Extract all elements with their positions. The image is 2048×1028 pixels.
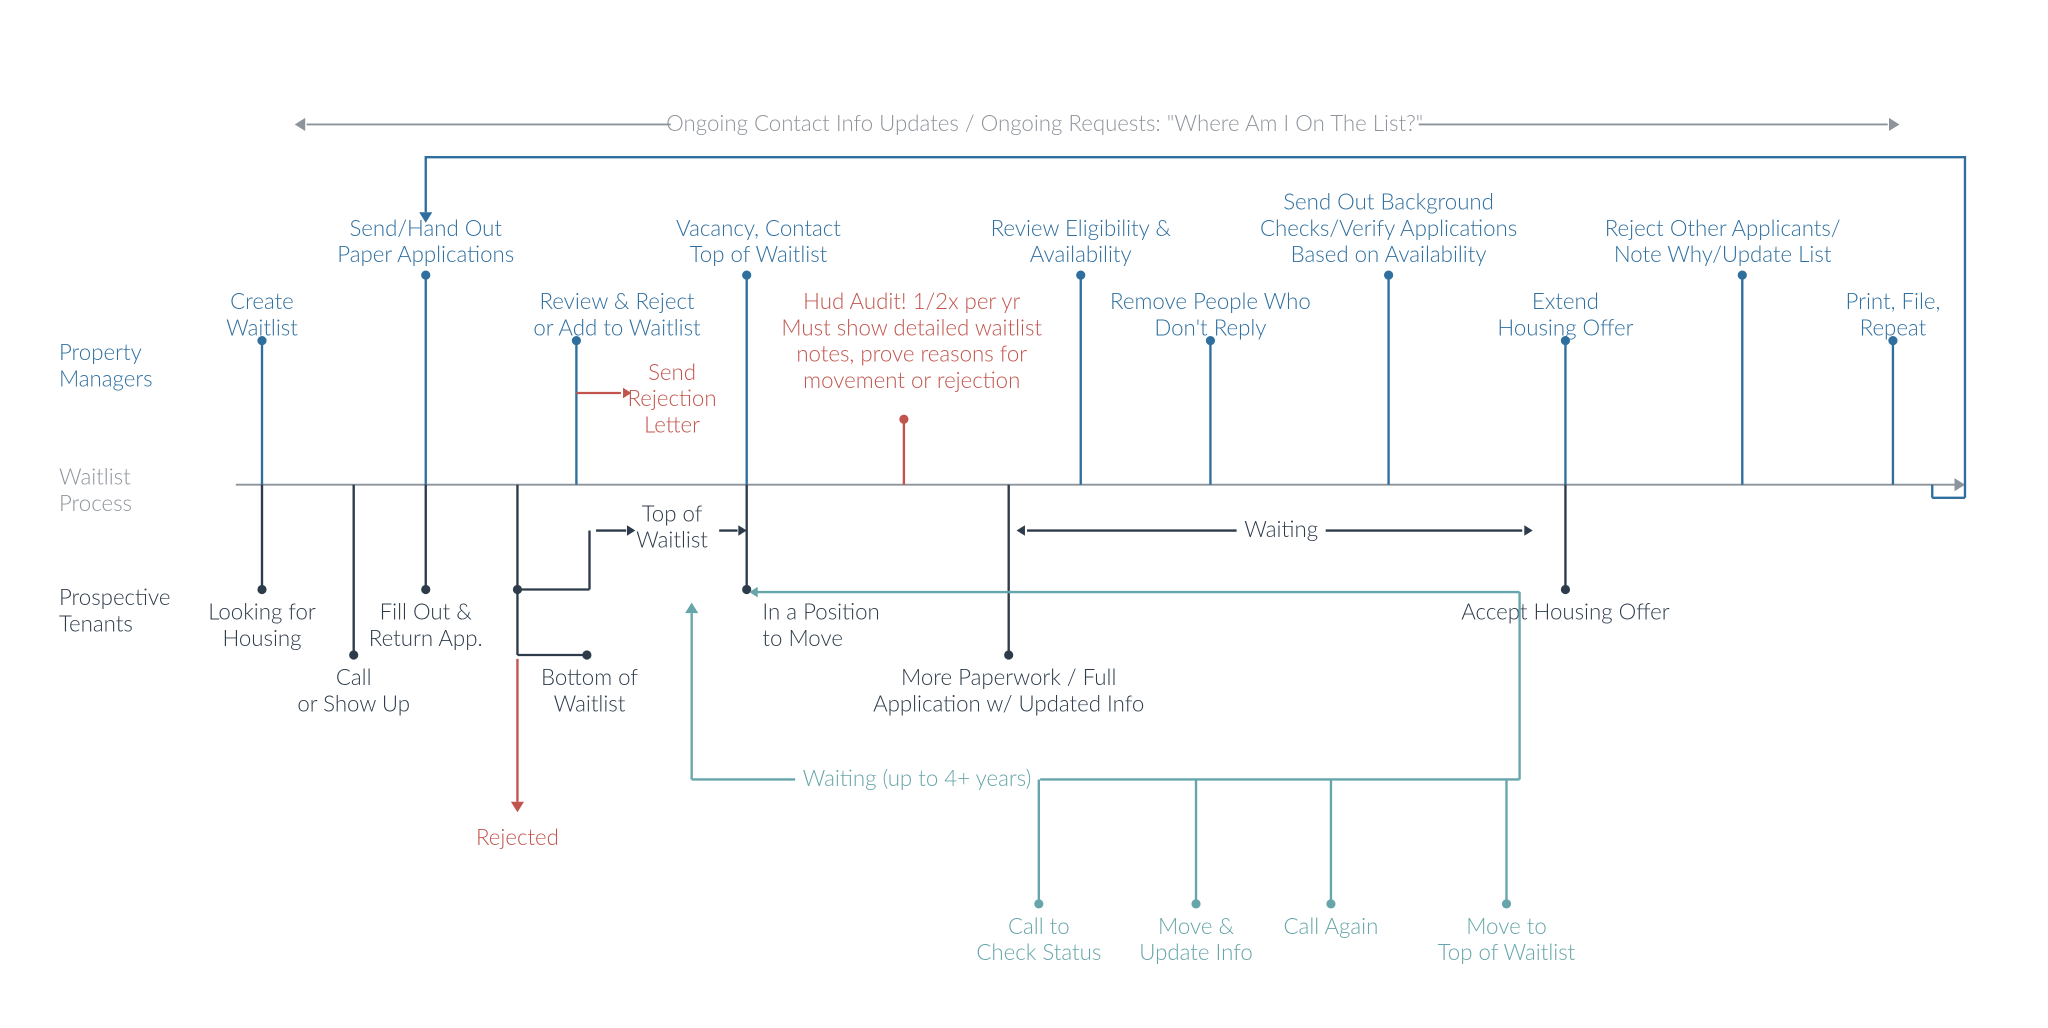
svg-text:In a Position: In a Position bbox=[762, 598, 879, 625]
svg-text:Reject Other Applicants/: Reject Other Applicants/ bbox=[1605, 214, 1841, 241]
svg-text:Print, File,: Print, File, bbox=[1845, 287, 1940, 314]
svg-text:Check Status: Check Status bbox=[976, 938, 1101, 965]
svg-text:Availability: Availability bbox=[1030, 240, 1132, 267]
tenant-step-label: Looking forHousing bbox=[208, 598, 316, 651]
svg-text:Move &: Move & bbox=[1158, 912, 1235, 939]
tenant-step-label: Callor Show Up bbox=[297, 663, 410, 716]
pm-step-label: Review Eligibility &Availability bbox=[991, 214, 1172, 267]
waitlist-process-diagram: PropertyManagersWaitlistProcessProspecti… bbox=[0, 0, 2048, 1027]
svg-text:Bottom of: Bottom of bbox=[541, 663, 638, 690]
bottom-of-waitlist-label: Bottom ofWaitlist bbox=[541, 663, 638, 716]
svg-text:Review Eligibility &: Review Eligibility & bbox=[991, 214, 1172, 241]
svg-text:Remove People Who: Remove People Who bbox=[1110, 287, 1311, 314]
svg-text:Top of: Top of bbox=[642, 499, 703, 526]
lane-label: PropertyManagers bbox=[59, 338, 153, 391]
svg-text:Letter: Letter bbox=[644, 410, 700, 437]
svg-text:Move to: Move to bbox=[1466, 912, 1547, 939]
svg-text:or Show Up: or Show Up bbox=[297, 689, 410, 716]
svg-text:Housing Offer: Housing Offer bbox=[1497, 313, 1633, 340]
svg-text:Prospective: Prospective bbox=[59, 583, 171, 610]
svg-text:Note Why/Update List: Note Why/Update List bbox=[1614, 240, 1832, 267]
waiting-label: Waiting bbox=[1244, 515, 1318, 542]
tenant-step-label: In a Positionto Move bbox=[762, 598, 879, 651]
pm-step-label: Reject Other Applicants/Note Why/Update … bbox=[1605, 214, 1841, 267]
svg-text:Waitlist: Waitlist bbox=[636, 526, 708, 553]
tenant-step-label: Accept Housing Offer bbox=[1461, 598, 1669, 625]
svg-text:Call: Call bbox=[336, 663, 372, 690]
pm-step-label: Review & Rejector Add to Waitlist bbox=[533, 287, 701, 340]
svg-text:Process: Process bbox=[59, 489, 132, 516]
svg-text:Accept Housing Offer: Accept Housing Offer bbox=[1461, 598, 1669, 625]
lane-label: WaitlistProcess bbox=[59, 463, 132, 516]
svg-text:Housing: Housing bbox=[222, 624, 301, 651]
svg-text:Send: Send bbox=[648, 358, 696, 385]
svg-text:Waitlist: Waitlist bbox=[226, 313, 298, 340]
svg-text:Waitlist: Waitlist bbox=[554, 689, 626, 716]
pm-step-label: Print, File,Repeat bbox=[1845, 287, 1940, 340]
pm-step-label: CreateWaitlist bbox=[226, 287, 298, 340]
ongoing-contact-label: Ongoing Contact Info Updates / Ongoing R… bbox=[666, 109, 1423, 136]
svg-text:More Paperwork / Full: More Paperwork / Full bbox=[901, 663, 1116, 690]
svg-text:Rejected: Rejected bbox=[476, 823, 559, 850]
svg-text:Tenants: Tenants bbox=[59, 609, 133, 636]
svg-text:Checks/Verify Applications: Checks/Verify Applications bbox=[1260, 214, 1517, 241]
top-of-waitlist-label: Top ofWaitlist bbox=[636, 499, 708, 552]
lane-label: ProspectiveTenants bbox=[59, 583, 171, 636]
svg-text:Based on Availability: Based on Availability bbox=[1291, 240, 1487, 267]
pm-step-label: Vacancy, ContactTop of Waitlist bbox=[676, 214, 841, 267]
svg-text:Hud Audit! 1/2x per yr: Hud Audit! 1/2x per yr bbox=[803, 287, 1020, 314]
svg-text:notes, prove reasons for: notes, prove reasons for bbox=[796, 340, 1027, 367]
svg-text:Must show detailed waitlist: Must show detailed waitlist bbox=[781, 313, 1042, 340]
svg-text:Paper Applications: Paper Applications bbox=[337, 240, 514, 267]
teal-step-label: Move &Update Info bbox=[1139, 912, 1253, 965]
svg-text:Update Info: Update Info bbox=[1139, 938, 1253, 965]
teal-step-label: Call toCheck Status bbox=[976, 912, 1101, 965]
svg-text:Waitlist: Waitlist bbox=[59, 463, 131, 490]
pm-step-label: Remove People WhoDon't Reply bbox=[1110, 287, 1311, 340]
svg-text:Don't Reply: Don't Reply bbox=[1154, 313, 1266, 340]
svg-text:or Add to Waitlist: or Add to Waitlist bbox=[533, 313, 701, 340]
svg-text:Top of Waitlist: Top of Waitlist bbox=[1438, 938, 1576, 965]
svg-text:Looking for: Looking for bbox=[208, 598, 316, 625]
pm-step-label: ExtendHousing Offer bbox=[1497, 287, 1633, 340]
svg-text:Return App.: Return App. bbox=[369, 624, 483, 651]
svg-text:Managers: Managers bbox=[59, 364, 153, 391]
svg-text:Call Again: Call Again bbox=[1284, 912, 1379, 939]
svg-text:Call to: Call to bbox=[1008, 912, 1070, 939]
svg-text:Repeat: Repeat bbox=[1860, 313, 1927, 340]
svg-text:Review & Reject: Review & Reject bbox=[539, 287, 694, 314]
svg-text:Property: Property bbox=[59, 338, 142, 365]
svg-text:Application w/ Updated Info: Application w/ Updated Info bbox=[873, 689, 1144, 716]
tenant-step-label: More Paperwork / FullApplication w/ Upda… bbox=[873, 663, 1144, 716]
teal-step-label: Move toTop of Waitlist bbox=[1438, 912, 1576, 965]
svg-text:Send/Hand Out: Send/Hand Out bbox=[349, 214, 502, 241]
rejected-label: Rejected bbox=[476, 823, 559, 850]
svg-text:Top of Waitlist: Top of Waitlist bbox=[690, 240, 828, 267]
svg-text:Vacancy, Contact: Vacancy, Contact bbox=[676, 214, 841, 241]
pm-step-label: Send Out BackgroundChecks/Verify Applica… bbox=[1260, 188, 1517, 267]
rejection-letter-label: SendRejectionLetter bbox=[627, 358, 716, 437]
hud-audit-label: Hud Audit! 1/2x per yrMust show detailed… bbox=[781, 287, 1042, 393]
pm-step-label: Send/Hand OutPaper Applications bbox=[337, 214, 514, 267]
teal-step-label: Call Again bbox=[1284, 912, 1379, 939]
tenant-step-label: Fill Out &Return App. bbox=[369, 598, 483, 651]
svg-text:Send Out Background: Send Out Background bbox=[1283, 188, 1494, 215]
svg-text:movement or rejection: movement or rejection bbox=[803, 366, 1020, 393]
svg-text:Fill Out &: Fill Out & bbox=[380, 598, 473, 625]
waiting-years-label: Waiting (up to 4+ years) bbox=[803, 764, 1032, 791]
svg-text:Rejection: Rejection bbox=[627, 384, 716, 411]
svg-text:to Move: to Move bbox=[762, 624, 843, 651]
svg-text:Create: Create bbox=[230, 287, 294, 314]
svg-text:Extend: Extend bbox=[1532, 287, 1599, 314]
